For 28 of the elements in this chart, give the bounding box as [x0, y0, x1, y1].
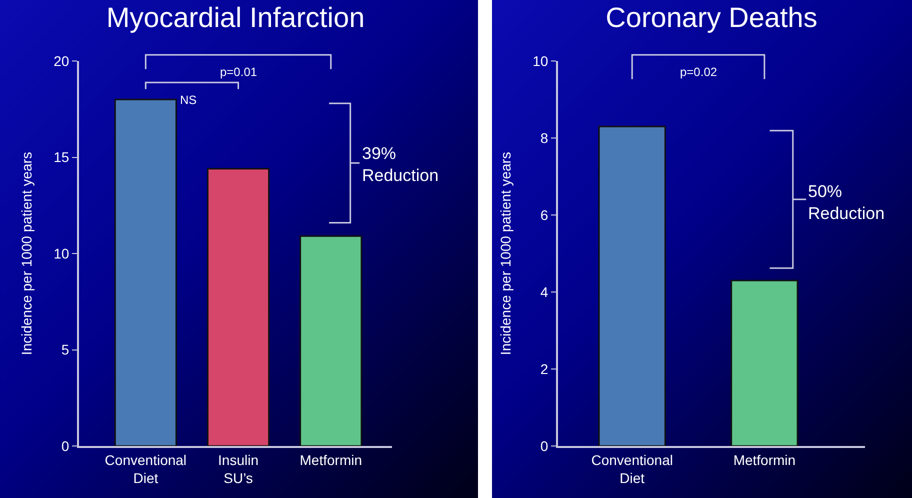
- annotation: p=0.02: [680, 65, 718, 79]
- bar: [300, 235, 362, 446]
- y-tick-label: 0: [61, 438, 70, 454]
- y-tick-label: 4: [540, 284, 548, 300]
- annotation: 39% Reduction: [362, 144, 439, 186]
- y-tick-label: 10: [54, 245, 70, 262]
- y-tick-label: 8: [540, 130, 548, 146]
- x-tick-label: Metformin: [300, 452, 362, 468]
- y-tick-label: 10: [532, 52, 548, 69]
- y-tick-label: 2: [540, 360, 548, 377]
- chart-title: Myocardial Infarction: [106, 2, 365, 34]
- chart-title: Coronary Deaths: [606, 2, 818, 34]
- y-tick-label: 15: [54, 149, 70, 166]
- annotation: NS: [180, 93, 197, 107]
- x-tick-label: Metformin: [733, 452, 796, 468]
- y-tick-label: 6: [540, 206, 548, 223]
- x-tick-label: Insulin SU’s: [218, 452, 259, 486]
- x-tick-label: Conventional Diet: [104, 452, 187, 486]
- annotation: p=0.01: [220, 65, 258, 79]
- y-tick-label: 5: [61, 342, 70, 358]
- y-axis-title: Incidence per 1000 patient years: [18, 152, 35, 356]
- bar: [206, 168, 270, 446]
- annotation: 50% Reduction: [808, 182, 885, 224]
- y-axis-title: Incidence per 1000 patient years: [498, 152, 514, 356]
- y-tick-label: 20: [54, 52, 70, 69]
- bar: [114, 98, 177, 446]
- x-tick-label: Conventional Diet: [591, 452, 673, 486]
- y-tick-label: 0: [540, 438, 548, 454]
